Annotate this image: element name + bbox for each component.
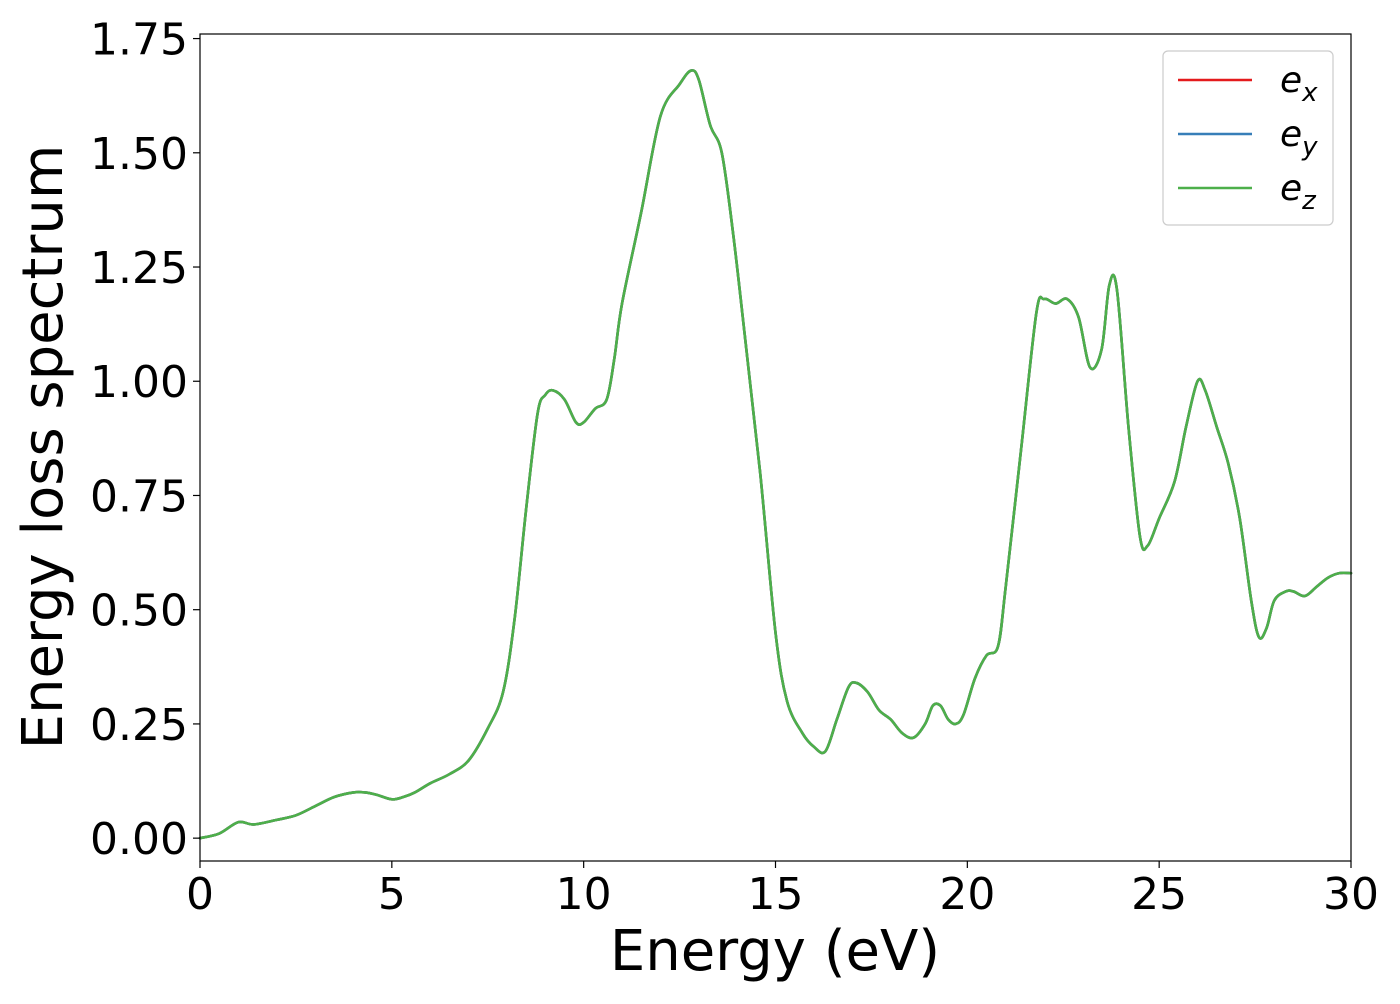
series-line-z bbox=[198, 69, 1353, 840]
x-tick-label: 25 bbox=[1131, 869, 1187, 920]
x-tick-label: 20 bbox=[939, 869, 995, 920]
y-axis-label: Energy loss spectrum bbox=[11, 145, 76, 750]
x-tick-label: 15 bbox=[748, 869, 804, 920]
legend-label-subscript: y bbox=[1301, 132, 1318, 162]
x-tick-label: 0 bbox=[186, 869, 214, 920]
x-tick-label: 5 bbox=[378, 869, 406, 920]
y-tick-label: 0.50 bbox=[90, 586, 188, 637]
y-tick-label: 0.00 bbox=[90, 814, 188, 865]
x-tick-label: 10 bbox=[556, 869, 612, 920]
legend-label-x: ex bbox=[1280, 60, 1318, 108]
series-layer bbox=[198, 69, 1353, 840]
legend-box bbox=[1162, 50, 1334, 226]
legend-label-base: e bbox=[1280, 168, 1302, 209]
legend-label-base: e bbox=[1280, 114, 1302, 155]
x-tick-label: 30 bbox=[1323, 869, 1379, 920]
x-axis: 0 5 10 15 20 25 30 bbox=[186, 861, 1379, 920]
legend-label-subscript: z bbox=[1301, 186, 1317, 216]
legend-label-y: ey bbox=[1280, 114, 1318, 162]
y-tick-label: 0.75 bbox=[90, 471, 188, 522]
y-tick-label: 1.00 bbox=[90, 357, 188, 408]
y-tick-label: 1.75 bbox=[90, 15, 188, 66]
y-tick-label: 1.50 bbox=[90, 129, 188, 180]
y-tick-label: 0.25 bbox=[90, 700, 188, 751]
y-tick-label: 1.25 bbox=[90, 243, 188, 294]
legend-label-base: e bbox=[1280, 60, 1302, 101]
x-axis-label: Energy (eV) bbox=[610, 919, 940, 984]
y-axis: 0.00 0.25 0.50 0.75 1.00 1.25 1.50 1.75 bbox=[90, 15, 200, 865]
legend-label-z: ez bbox=[1280, 168, 1317, 216]
legend-label-subscript: x bbox=[1301, 78, 1318, 108]
